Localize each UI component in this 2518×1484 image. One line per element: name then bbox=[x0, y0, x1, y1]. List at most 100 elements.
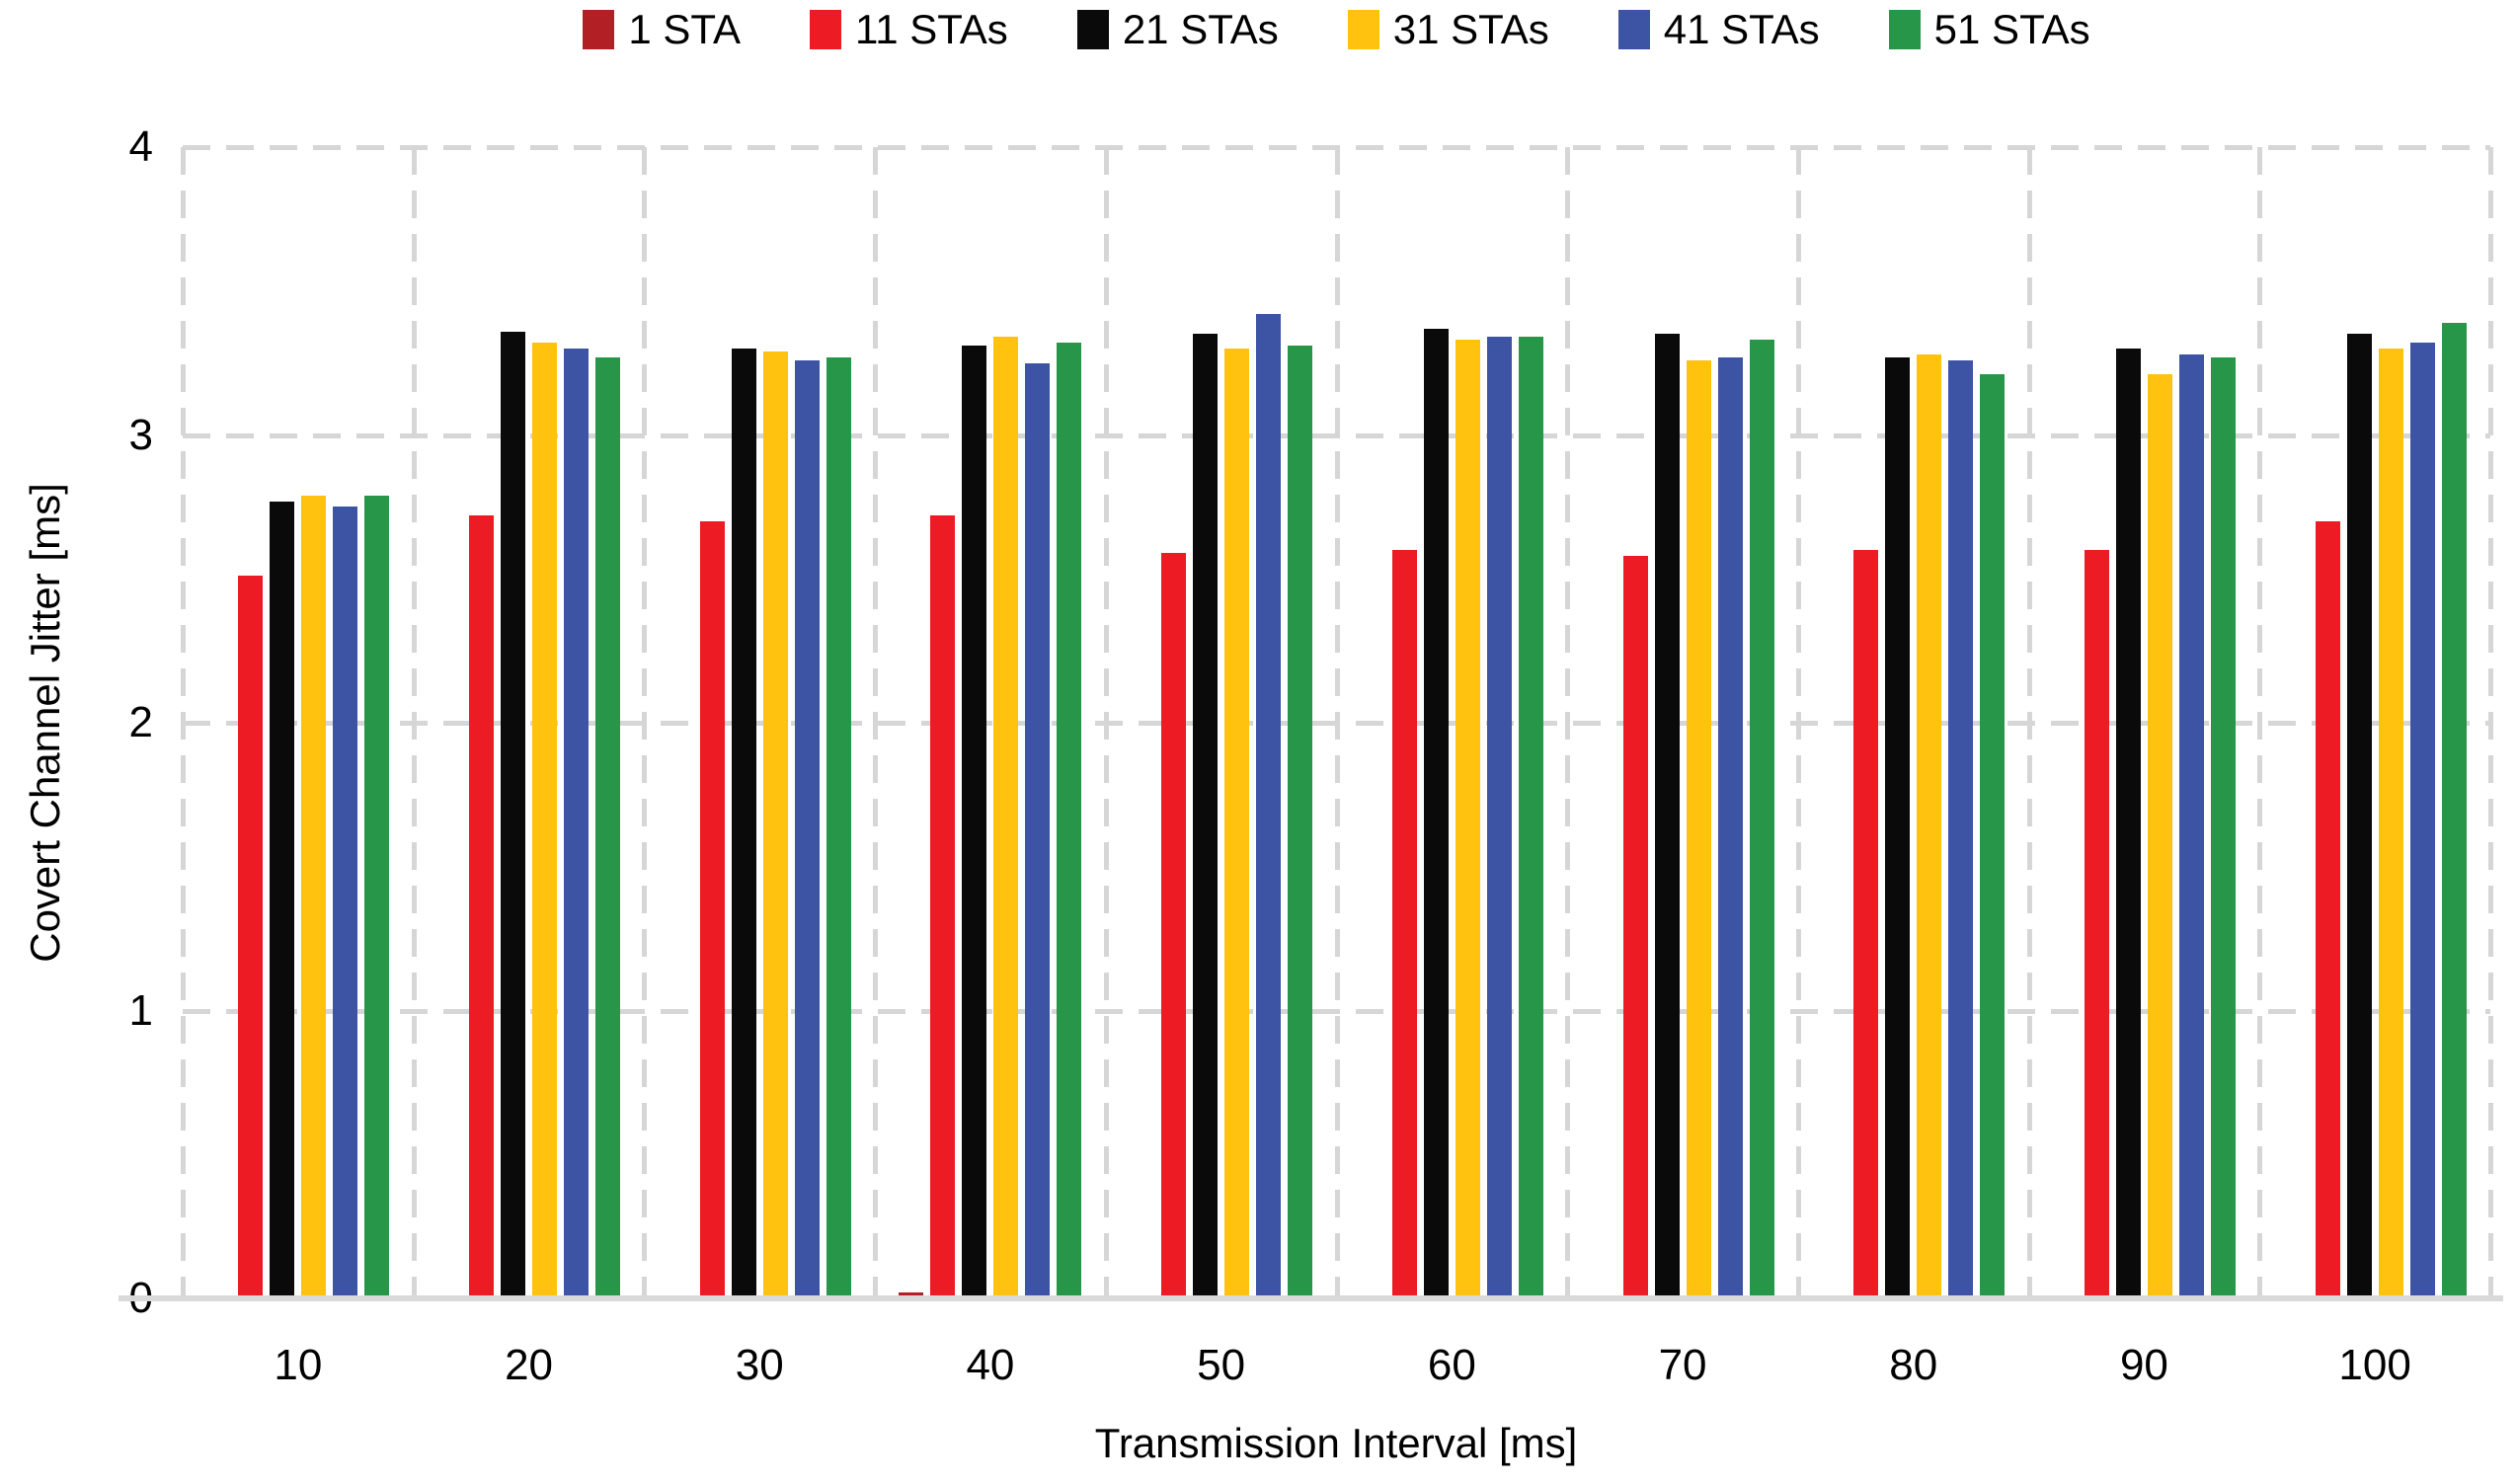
bar-21-stas-x60 bbox=[1423, 329, 1449, 1298]
gridline-x-boundary-7 bbox=[1795, 147, 1801, 1298]
bar-51-stas-x20 bbox=[595, 357, 621, 1298]
x-tick-40: 40 bbox=[966, 1341, 1015, 1389]
y-tick-3: 3 bbox=[128, 410, 153, 459]
bar-41-stas-x20 bbox=[564, 349, 590, 1298]
legend-swatch-31-stas bbox=[1347, 10, 1379, 49]
gridline-x-boundary-4 bbox=[1103, 147, 1109, 1298]
bar-31-stas-x40 bbox=[993, 337, 1019, 1298]
bar-51-stas-x100 bbox=[2441, 323, 2467, 1298]
bar-31-stas-x90 bbox=[2147, 374, 2172, 1298]
bar-11-stas-x20 bbox=[469, 515, 495, 1298]
bar-21-stas-x70 bbox=[1654, 334, 1680, 1298]
bar-group-90 bbox=[2029, 147, 2260, 1298]
legend-item-11-stas: 11 STAs bbox=[809, 6, 1008, 53]
legend-item-1-sta: 1 STA bbox=[583, 6, 741, 53]
bar-51-stas-x80 bbox=[1980, 374, 2006, 1298]
legend-swatch-1-sta bbox=[583, 10, 615, 49]
bar-31-stas-x20 bbox=[532, 343, 558, 1298]
bar-21-stas-x100 bbox=[2346, 334, 2372, 1298]
bar-41-stas-x10 bbox=[333, 507, 358, 1298]
x-tick-80: 80 bbox=[1889, 1341, 1938, 1389]
legend-label: 1 STA bbox=[628, 6, 741, 52]
legend-swatch-41-stas bbox=[1617, 10, 1650, 49]
legend-swatch-21-stas bbox=[1076, 10, 1109, 49]
bar-41-stas-x100 bbox=[2409, 343, 2435, 1298]
x-tick-20: 20 bbox=[505, 1341, 554, 1389]
bar-11-stas-x30 bbox=[699, 521, 725, 1298]
bar-11-stas-x10 bbox=[238, 576, 264, 1298]
y-tick-2: 2 bbox=[128, 698, 153, 746]
legend-label: 41 STAs bbox=[1663, 6, 1820, 52]
x-tick-30: 30 bbox=[735, 1341, 784, 1389]
bar-51-stas-x60 bbox=[1518, 337, 1543, 1298]
bar-41-stas-x90 bbox=[2178, 354, 2204, 1298]
y-tick-4: 4 bbox=[128, 122, 153, 171]
bar-group-80 bbox=[1798, 147, 2029, 1298]
bar-31-stas-x70 bbox=[1686, 360, 1711, 1298]
x-tick-10: 10 bbox=[274, 1341, 323, 1389]
x-axis-line bbox=[118, 1295, 2503, 1301]
bar-41-stas-x80 bbox=[1948, 360, 1974, 1298]
gridline-x-boundary-10 bbox=[2488, 147, 2493, 1298]
bar-11-stas-x100 bbox=[2315, 521, 2340, 1298]
bar-11-stas-x70 bbox=[1622, 556, 1648, 1298]
bar-21-stas-x20 bbox=[501, 332, 526, 1298]
x-tick-50: 50 bbox=[1197, 1341, 1246, 1389]
legend-label: 51 STAs bbox=[1933, 6, 2090, 52]
gridline-x-boundary-6 bbox=[1565, 147, 1571, 1298]
bar-41-stas-x70 bbox=[1717, 357, 1743, 1298]
bar-31-stas-x60 bbox=[1455, 340, 1480, 1298]
bar-51-stas-x10 bbox=[364, 496, 390, 1298]
legend-label: 11 STAs bbox=[854, 6, 1008, 52]
x-axis-title: Transmission Interval [ms] bbox=[1094, 1420, 1578, 1466]
x-tick-90: 90 bbox=[2119, 1341, 2168, 1389]
bar-21-stas-x10 bbox=[270, 502, 295, 1298]
x-tick-60: 60 bbox=[1427, 1341, 1476, 1389]
bar-21-stas-x30 bbox=[731, 349, 756, 1298]
bar-group-40 bbox=[875, 147, 1106, 1298]
bar-group-20 bbox=[414, 147, 645, 1298]
bar-51-stas-x30 bbox=[826, 357, 851, 1298]
legend-item-51-stas: 51 STAs bbox=[1888, 6, 2090, 53]
bar-31-stas-x50 bbox=[1224, 349, 1250, 1298]
bar-21-stas-x40 bbox=[962, 346, 987, 1298]
bar-group-60 bbox=[1337, 147, 1568, 1298]
bar-51-stas-x70 bbox=[1749, 340, 1774, 1298]
gridline-x-boundary-9 bbox=[2257, 147, 2263, 1298]
bar-41-stas-x40 bbox=[1025, 363, 1051, 1298]
bar-41-stas-x60 bbox=[1486, 337, 1512, 1298]
x-tick-100: 100 bbox=[2338, 1341, 2411, 1389]
legend-swatch-11-stas bbox=[809, 10, 841, 49]
bar-31-stas-x80 bbox=[1917, 354, 1942, 1298]
bar-11-stas-x90 bbox=[2084, 550, 2109, 1298]
gridline-x-boundary-2 bbox=[642, 147, 648, 1298]
legend-label: 21 STAs bbox=[1122, 6, 1279, 52]
legend-item-31-stas: 31 STAs bbox=[1347, 6, 1549, 53]
bar-group-30 bbox=[644, 147, 875, 1298]
legend-swatch-51-stas bbox=[1888, 10, 1921, 49]
bar-31-stas-x100 bbox=[2378, 349, 2403, 1298]
bar-group-10 bbox=[183, 147, 414, 1298]
gridline-x-boundary-0 bbox=[181, 147, 186, 1298]
bar-group-50 bbox=[1106, 147, 1337, 1298]
x-tick-70: 70 bbox=[1658, 1341, 1707, 1389]
plot-area bbox=[181, 145, 2493, 1298]
bar-21-stas-x90 bbox=[2115, 349, 2141, 1298]
bar-21-stas-x50 bbox=[1193, 334, 1219, 1298]
bar-21-stas-x80 bbox=[1885, 357, 1911, 1298]
bar-31-stas-x30 bbox=[762, 351, 788, 1298]
bar-51-stas-x40 bbox=[1057, 343, 1082, 1298]
gridline-x-boundary-1 bbox=[411, 147, 417, 1298]
bar-group-70 bbox=[1567, 147, 1798, 1298]
gridline-x-boundary-8 bbox=[2026, 147, 2032, 1298]
legend-item-21-stas: 21 STAs bbox=[1076, 6, 1279, 53]
bar-group-100 bbox=[2259, 147, 2490, 1298]
bar-11-stas-x40 bbox=[930, 515, 956, 1298]
gridline-x-boundary-3 bbox=[873, 147, 879, 1298]
bar-41-stas-x30 bbox=[794, 360, 820, 1298]
bar-51-stas-x50 bbox=[1288, 346, 1313, 1298]
bar-51-stas-x90 bbox=[2210, 357, 2236, 1298]
bar-11-stas-x50 bbox=[1161, 553, 1187, 1298]
chart-legend: 1 STA 11 STAs 21 STAs 31 STAs 41 STAs 51 STAs bbox=[183, 6, 2490, 53]
